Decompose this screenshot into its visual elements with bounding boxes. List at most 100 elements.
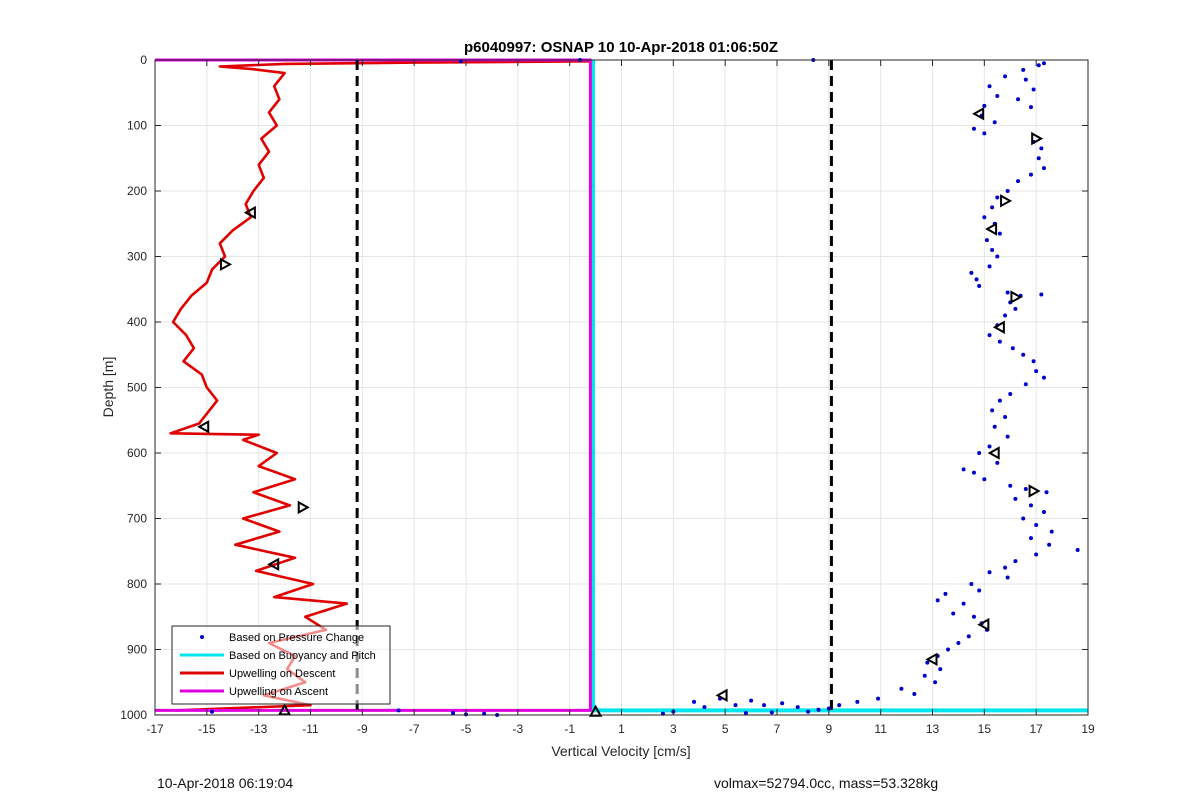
- data-point: [1031, 87, 1036, 92]
- data-point: [995, 195, 1000, 200]
- legend-label: Based on Buoyancy and Pitch: [229, 650, 376, 662]
- x-tick-label: 17: [1029, 722, 1043, 736]
- data-point: [990, 247, 995, 252]
- data-point: [749, 698, 754, 703]
- data-point: [969, 270, 974, 275]
- x-tick-label: 1: [618, 722, 625, 736]
- x-tick-label: 13: [926, 722, 940, 736]
- data-point: [977, 451, 982, 455]
- data-point: [982, 477, 987, 482]
- data-point: [1005, 290, 1010, 295]
- legend-label: Based on Pressure Change: [229, 632, 364, 644]
- triangle-marker: [977, 617, 990, 632]
- y-tick-label: 700: [127, 512, 147, 526]
- x-tick-label: -15: [198, 722, 216, 736]
- series-line-upwelling-on-descent: [169, 60, 591, 712]
- data-point: [984, 238, 989, 243]
- data-point: [1003, 565, 1008, 570]
- x-tick-label: -9: [357, 722, 368, 736]
- data-point: [1021, 352, 1026, 357]
- footer-volmax-mass: volmax=52794.0cc, mass=53.328kg: [714, 775, 939, 791]
- data-point: [987, 84, 992, 89]
- data-point: [1028, 172, 1033, 177]
- data-point: [938, 667, 943, 672]
- x-axis-label: Vertical Velocity [cm/s]: [551, 743, 690, 759]
- data-point: [451, 711, 456, 716]
- x-tick-label: -11: [302, 722, 319, 736]
- data-point: [1005, 434, 1010, 439]
- data-point: [743, 711, 748, 716]
- data-point: [1013, 559, 1018, 564]
- footer-timestamp: 10-Apr-2018 06:19:04: [157, 775, 294, 791]
- data-point: [1005, 189, 1010, 193]
- data-point: [1008, 483, 1013, 488]
- triangle-marker: [985, 222, 998, 236]
- data-point: [974, 277, 979, 282]
- data-point: [977, 588, 982, 593]
- data-point: [837, 703, 842, 708]
- data-point: [1023, 77, 1028, 82]
- x-tick-label: -5: [461, 722, 472, 736]
- data-point: [1028, 503, 1033, 508]
- data-point: [1049, 529, 1054, 534]
- data-point: [992, 424, 997, 429]
- data-point: [982, 215, 987, 220]
- y-tick-label: 0: [140, 53, 147, 67]
- data-point: [997, 339, 1002, 344]
- x-tick-label: -3: [512, 722, 523, 736]
- legend: Based on Pressure Change Based on Buoyanc…: [171, 625, 391, 705]
- y-tick-label: 300: [127, 250, 147, 264]
- data-point: [933, 680, 938, 685]
- data-point: [995, 460, 1000, 465]
- triangle-marker: [715, 688, 728, 703]
- data-point: [1041, 166, 1046, 171]
- data-point: [982, 131, 987, 136]
- x-tick-label: 5: [722, 722, 729, 736]
- data-point: [922, 673, 927, 678]
- data-point: [1034, 369, 1039, 374]
- data-point: [1041, 61, 1046, 66]
- chart-title: p6040997: OSNAP 10 10-Apr-2018 01:06:50Z: [464, 39, 778, 56]
- y-tick-label: 400: [127, 315, 147, 329]
- data-point: [951, 611, 956, 616]
- data-point: [1036, 63, 1041, 68]
- y-tick-label: 800: [127, 577, 147, 591]
- data-point: [971, 614, 976, 619]
- data-point: [987, 444, 992, 449]
- y-tick-label: 100: [127, 119, 147, 133]
- data-point: [943, 591, 948, 596]
- axis-ticks: -17 -15 -13 -11 -9 -7 -5 -3 -1 1 3 5 7 9 11 13 15 17 19010…: [120, 53, 1095, 736]
- triangle-marker: [197, 420, 210, 434]
- data-point: [995, 254, 1000, 259]
- data-point: [876, 696, 881, 701]
- data-point: [987, 570, 992, 575]
- data-point: [795, 705, 800, 710]
- data-point: [1023, 382, 1028, 387]
- data-point: [733, 703, 738, 708]
- data-point: [1028, 105, 1033, 110]
- triangle-marker: [972, 107, 985, 121]
- legend-label: Upwelling on Descent: [229, 668, 335, 680]
- data-point: [997, 398, 1002, 403]
- data-point: [969, 582, 974, 586]
- data-point: [1041, 375, 1046, 380]
- data-point: [396, 708, 401, 713]
- x-tick-label: -7: [409, 722, 420, 736]
- data-point: [946, 647, 951, 652]
- data-point: [956, 640, 961, 645]
- data-point: [1013, 496, 1018, 501]
- data-point: [992, 120, 997, 125]
- data-point: [1039, 292, 1044, 297]
- data-point: [997, 231, 1002, 236]
- data-point: [977, 283, 982, 288]
- data-point: [1044, 490, 1049, 495]
- data-point: [1021, 516, 1026, 521]
- data-point: [961, 601, 966, 606]
- legend-swatch: [200, 635, 204, 639]
- x-tick-label: 11: [874, 722, 887, 736]
- data-point: [806, 709, 811, 714]
- triangle-marker: [277, 703, 292, 716]
- data-point: [702, 705, 707, 710]
- data-point: [987, 264, 992, 269]
